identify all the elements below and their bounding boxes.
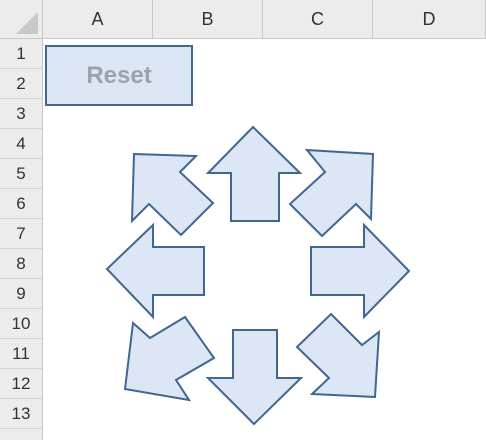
arrow-up-right-icon[interactable] [288,148,375,238]
arrow-down-right-icon[interactable] [295,312,381,399]
column-header-c[interactable]: C [263,0,373,39]
row-header-9[interactable]: 9 [0,279,43,309]
row-header-13[interactable]: 13 [0,399,43,429]
row-header-7[interactable]: 7 [0,219,43,249]
row-header-1[interactable]: 1 [0,39,43,69]
row-header-5[interactable]: 5 [0,159,43,189]
arrow-down-icon[interactable] [205,329,304,426]
reset-button[interactable]: Reset [45,45,193,106]
row-header-2[interactable]: 2 [0,69,43,99]
arrow-down-left-icon[interactable] [123,315,216,402]
row-header-14-partial [0,429,43,440]
arrow-right-icon[interactable] [310,222,411,320]
column-header-d[interactable]: D [373,0,486,39]
row-header-12[interactable]: 12 [0,369,43,399]
row-header-3[interactable]: 3 [0,99,43,129]
select-all-corner[interactable] [0,0,43,39]
row-header-8[interactable]: 8 [0,249,43,279]
row-header-11[interactable]: 11 [0,339,43,369]
column-header-b[interactable]: B [153,0,263,39]
row-header-4[interactable]: 4 [0,129,43,159]
column-header-a[interactable]: A [43,0,153,39]
select-all-triangle-icon [16,12,38,34]
row-header-6[interactable]: 6 [0,189,43,219]
arrow-up-left-icon[interactable] [130,152,215,237]
row-header-10[interactable]: 10 [0,309,43,339]
arrow-up-icon[interactable] [205,125,303,222]
arrow-left-icon[interactable] [105,222,205,320]
